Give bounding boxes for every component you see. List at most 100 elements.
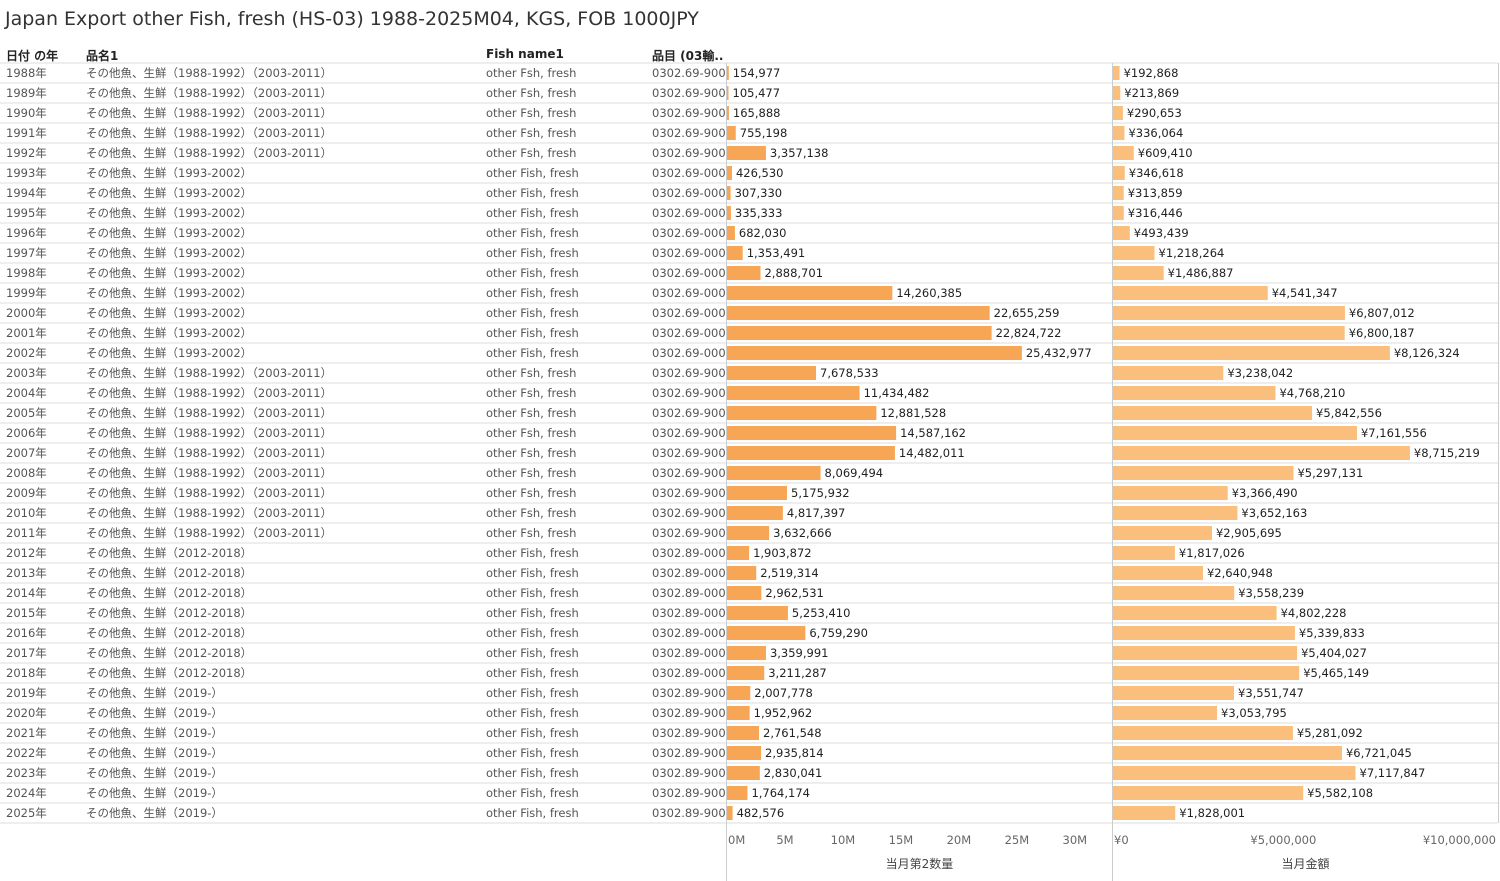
- amount-bar[interactable]: [1113, 546, 1175, 560]
- amount-bar[interactable]: [1113, 226, 1130, 240]
- row-item-code: 0302.69-000: [652, 326, 726, 340]
- amount-bar[interactable]: [1113, 706, 1218, 720]
- quantity-bar[interactable]: [727, 706, 750, 720]
- amount-bar[interactable]: [1113, 266, 1164, 280]
- amount-bar[interactable]: [1113, 386, 1276, 400]
- amount-bar[interactable]: [1113, 806, 1176, 820]
- quantity-bar[interactable]: [727, 646, 766, 660]
- quantity-bar[interactable]: [727, 806, 733, 820]
- quantity-bar[interactable]: [727, 566, 757, 580]
- amount-bar[interactable]: [1113, 66, 1120, 80]
- amount-bar[interactable]: [1113, 246, 1155, 260]
- row-year: 2010年: [6, 506, 47, 520]
- quantity-bar[interactable]: [727, 106, 729, 120]
- quantity-bar[interactable]: [727, 286, 893, 300]
- row-item-code: 0302.69-000: [652, 246, 726, 260]
- quantity-bar[interactable]: [727, 386, 860, 400]
- quantity-bar[interactable]: [727, 66, 729, 80]
- amount-bar[interactable]: [1113, 326, 1345, 340]
- amount-bar[interactable]: [1113, 566, 1203, 580]
- quantity-bar[interactable]: [727, 406, 877, 420]
- amount-bar[interactable]: [1113, 206, 1124, 220]
- quantity-bar[interactable]: [727, 366, 817, 380]
- quantity-bar[interactable]: [727, 666, 765, 680]
- amount-bar[interactable]: [1113, 606, 1277, 620]
- quantity-bar[interactable]: [727, 526, 770, 540]
- quantity-bar[interactable]: [727, 146, 766, 160]
- quantity-bar[interactable]: [727, 606, 788, 620]
- amount-bar[interactable]: [1113, 86, 1121, 100]
- amount-bar[interactable]: [1113, 586, 1235, 600]
- amount-bar[interactable]: [1113, 186, 1124, 200]
- amount-bar[interactable]: [1113, 366, 1224, 380]
- amount-bar[interactable]: [1113, 626, 1295, 640]
- row-item-code: 0302.69-900: [652, 386, 726, 400]
- quantity-bar[interactable]: [727, 346, 1022, 360]
- quantity-bar[interactable]: [727, 766, 760, 780]
- amount-label: ¥8,715,219: [1414, 446, 1480, 460]
- amount-bar[interactable]: [1113, 146, 1134, 160]
- header-year[interactable]: 日付 の年: [6, 49, 59, 63]
- quantity-bar[interactable]: [727, 746, 762, 760]
- quantity-bar[interactable]: [727, 506, 783, 520]
- quantity-bar[interactable]: [727, 486, 788, 500]
- quantity-label: 2,007,778: [754, 686, 813, 700]
- quantity-bar[interactable]: [727, 246, 743, 260]
- amount-bar[interactable]: [1113, 306, 1345, 320]
- quantity-bar[interactable]: [727, 86, 729, 100]
- amount-bar[interactable]: [1113, 166, 1125, 180]
- row-year: 2013年: [6, 566, 47, 580]
- quantity-bar[interactable]: [727, 266, 761, 280]
- row-year: 2020年: [6, 706, 47, 720]
- row-fish-name: other Fsh, fresh: [486, 146, 576, 160]
- quantity-bar[interactable]: [727, 426, 897, 440]
- amount-label: ¥6,721,045: [1346, 746, 1412, 760]
- quantity-bar[interactable]: [727, 726, 760, 740]
- header-name1[interactable]: 品名1: [86, 49, 119, 63]
- amount-bar[interactable]: [1113, 766, 1356, 780]
- amount-bar[interactable]: [1113, 726, 1293, 740]
- amount-label: ¥290,653: [1127, 106, 1182, 120]
- amount-bar[interactable]: [1113, 786, 1304, 800]
- amount-bar[interactable]: [1113, 526, 1212, 540]
- quantity-label: 3,632,666: [773, 526, 832, 540]
- amount-bar[interactable]: [1113, 446, 1410, 460]
- quantity-bar[interactable]: [727, 186, 731, 200]
- chart-title: Japan Export other Fish, fresh (HS-03) 1…: [5, 8, 699, 30]
- amount-label: ¥5,842,556: [1316, 406, 1382, 420]
- amount-bar[interactable]: [1113, 506, 1238, 520]
- row-year: 1999年: [6, 286, 47, 300]
- header-item[interactable]: 品目 (03輸..: [652, 49, 724, 63]
- amount-bar[interactable]: [1113, 746, 1342, 760]
- amount-bar[interactable]: [1113, 466, 1294, 480]
- amount-bar[interactable]: [1113, 486, 1228, 500]
- quantity-label: 426,530: [736, 166, 784, 180]
- quantity-bar[interactable]: [727, 166, 732, 180]
- amount-bar[interactable]: [1113, 346, 1390, 360]
- amount-bar[interactable]: [1113, 426, 1357, 440]
- quantity-bar[interactable]: [727, 626, 806, 640]
- row-fish-name: other Fsh, fresh: [486, 126, 576, 140]
- row-year: 2011年: [6, 526, 47, 540]
- quantity-bar[interactable]: [727, 226, 735, 240]
- quantity-bar[interactable]: [727, 446, 895, 460]
- header-fish-name[interactable]: Fish name1: [486, 47, 564, 61]
- quantity-bar[interactable]: [727, 586, 762, 600]
- quantity-bar[interactable]: [727, 686, 751, 700]
- quantity-bar[interactable]: [727, 786, 748, 800]
- amount-bar[interactable]: [1113, 666, 1300, 680]
- quantity-bar[interactable]: [727, 326, 992, 340]
- quantity-bar[interactable]: [727, 126, 736, 140]
- quantity-bar[interactable]: [727, 466, 821, 480]
- row-fish-name: other Fish, fresh: [486, 286, 579, 300]
- amount-bar[interactable]: [1113, 406, 1313, 420]
- quantity-bar[interactable]: [727, 206, 731, 220]
- amount-bar[interactable]: [1113, 286, 1268, 300]
- quantity-bar[interactable]: [727, 546, 750, 560]
- row-year: 1996年: [6, 226, 47, 240]
- amount-bar[interactable]: [1113, 106, 1123, 120]
- quantity-bar[interactable]: [727, 306, 990, 320]
- amount-bar[interactable]: [1113, 686, 1235, 700]
- amount-bar[interactable]: [1113, 126, 1125, 140]
- amount-bar[interactable]: [1113, 646, 1298, 660]
